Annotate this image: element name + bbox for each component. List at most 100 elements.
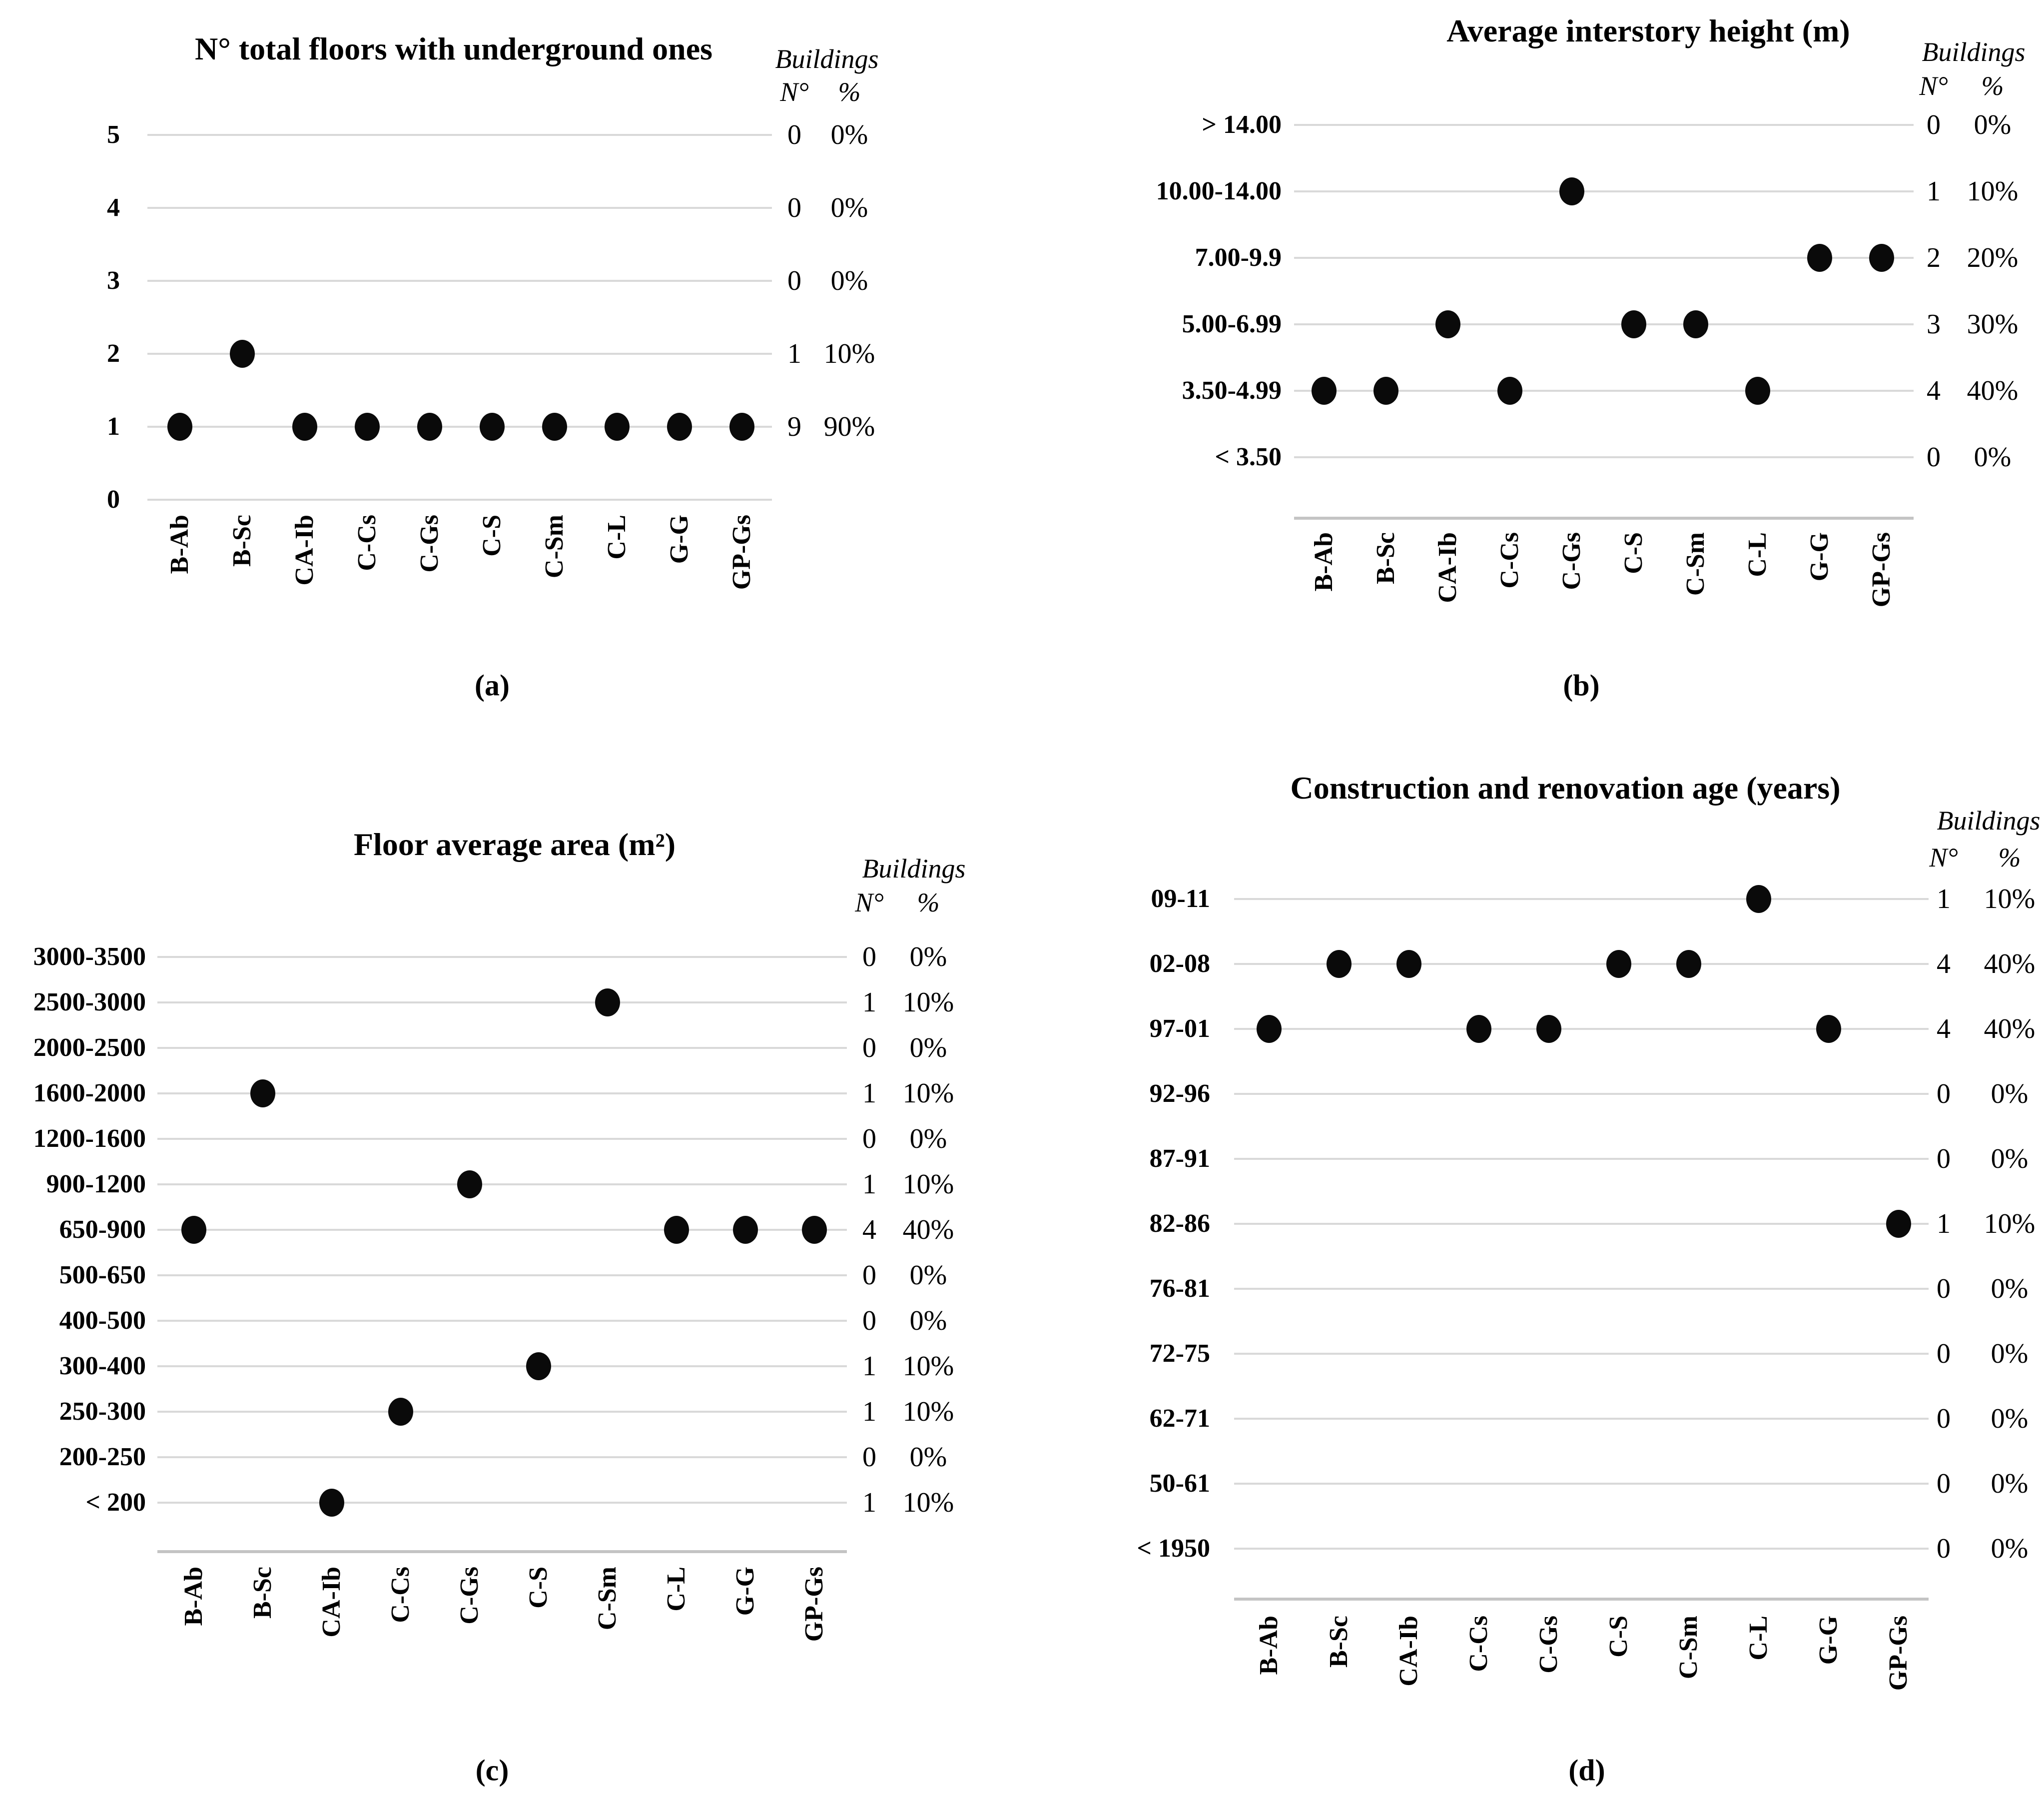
gridline	[1294, 190, 1914, 192]
data-point	[1435, 310, 1460, 338]
buildings-percent-value: 20%	[1967, 242, 2019, 273]
x-tick-label: C-L	[1744, 1616, 1773, 1661]
data-point	[595, 988, 620, 1016]
y-tick-label: 650-900	[59, 1215, 146, 1244]
data-point	[1373, 377, 1398, 405]
buildings-percent-value: 0%	[830, 119, 868, 150]
data-point	[388, 1398, 413, 1426]
gridline	[157, 1183, 847, 1185]
buildings-percent-value: 0%	[1991, 1533, 2029, 1564]
gridline	[147, 134, 772, 136]
buildings-count-value: 1	[862, 1487, 876, 1518]
buildings-count-value: 1	[787, 338, 801, 369]
panel-a-caption: (a)	[475, 669, 510, 702]
panel-d-count-column-header: N°	[1929, 843, 1958, 873]
data-point	[1312, 377, 1337, 405]
gridline	[1234, 898, 1929, 900]
gridline	[1234, 1158, 1929, 1160]
buildings-count-value: 3	[1927, 309, 1941, 340]
x-tick-label: C-S	[1604, 1616, 1633, 1658]
buildings-percent-value: 10%	[902, 1169, 954, 1200]
x-tick-label: C-Sm	[1674, 1616, 1703, 1680]
gridline	[1294, 390, 1914, 392]
gridline	[147, 499, 772, 501]
buildings-percent-value: 0%	[1991, 1468, 2029, 1499]
gridline	[147, 353, 772, 355]
buildings-count-value: 1	[1927, 176, 1941, 207]
gridline	[1234, 1288, 1929, 1290]
y-tick-label: 1200-1600	[33, 1124, 146, 1153]
data-point	[1746, 885, 1771, 913]
gridline	[157, 956, 847, 958]
data-point	[1807, 244, 1832, 272]
panel-a-title: N° total floors with underground ones	[194, 31, 713, 66]
data-point	[1327, 950, 1352, 978]
data-point	[1559, 177, 1584, 205]
gridline	[1234, 1418, 1929, 1420]
gridline	[157, 1502, 847, 1504]
x-tick-label: CA-Ib	[1394, 1616, 1423, 1687]
buildings-percent-value: 40%	[1984, 1013, 2036, 1044]
buildings-percent-value: 0%	[1974, 109, 2012, 140]
buildings-count-value: 0	[1927, 442, 1941, 473]
panel-b-percent-column-header: %	[1981, 71, 2004, 101]
buildings-percent-value: 0%	[1991, 1273, 2029, 1304]
buildings-percent-value: 40%	[1984, 948, 2036, 979]
gridline	[147, 207, 772, 209]
buildings-percent-value: 0%	[830, 192, 868, 223]
buildings-count-value: 0	[1937, 1273, 1951, 1304]
y-tick-label: 3000-3500	[33, 942, 146, 971]
buildings-percent-value: 10%	[902, 1351, 954, 1382]
gridline	[157, 1456, 847, 1458]
y-tick-label: 02-08	[1149, 949, 1210, 978]
x-tick-label: B-Sc	[1325, 1616, 1353, 1668]
buildings-count-value: 0	[1937, 1468, 1951, 1499]
y-tick-label: 3.50-4.99	[1182, 376, 1282, 405]
x-axis-line	[157, 1550, 847, 1553]
y-tick-label: 97-01	[1149, 1014, 1210, 1043]
buildings-percent-value: 0%	[1991, 1338, 2029, 1369]
buildings-count-value: 1	[862, 987, 876, 1018]
y-tick-label: 10.00-14.00	[1156, 177, 1282, 205]
y-tick-label: 62-71	[1149, 1404, 1210, 1433]
gridline	[1234, 1093, 1929, 1095]
y-tick-label: 2000-2500	[33, 1033, 146, 1062]
buildings-percent-value: 10%	[823, 338, 875, 369]
data-point	[417, 413, 442, 441]
data-point	[181, 1216, 206, 1244]
buildings-percent-value: 10%	[902, 1396, 954, 1427]
gridline	[157, 1092, 847, 1094]
x-tick-label: C-Cs	[1464, 1616, 1493, 1672]
data-point	[667, 413, 692, 441]
gridline	[157, 1138, 847, 1140]
y-tick-label: 900-1200	[46, 1170, 146, 1198]
data-point	[802, 1216, 827, 1244]
buildings-percent-value: 0%	[909, 1032, 947, 1063]
y-tick-label: 2500-3000	[33, 988, 146, 1016]
gridline	[147, 280, 772, 282]
buildings-count-value: 0	[862, 1260, 876, 1291]
buildings-count-value: 1	[1937, 884, 1951, 914]
panel-d-buildings-header: Buildings	[1937, 806, 2041, 836]
gridline	[157, 1320, 847, 1322]
panel-b-count-column-header: N°	[1919, 71, 1948, 101]
panel-b-title: Average interstory height (m)	[1446, 13, 1850, 48]
data-point	[292, 413, 317, 441]
buildings-percent-value: 90%	[823, 411, 875, 442]
y-tick-label: 1600-2000	[33, 1079, 146, 1107]
x-tick-label: B-Ab	[1255, 1616, 1283, 1675]
panel-b-buildings-header: Buildings	[1922, 37, 2026, 67]
data-point	[480, 413, 505, 441]
y-tick-label: 5	[107, 120, 120, 149]
panel-d-title: Construction and renovation age (years)	[1290, 770, 1841, 806]
buildings-percent-value: 0%	[1991, 1143, 2029, 1174]
buildings-count-value: 0	[787, 192, 801, 223]
buildings-percent-value: 40%	[902, 1214, 954, 1245]
gridline	[157, 1365, 847, 1367]
buildings-count-value: 1	[862, 1351, 876, 1382]
data-point	[457, 1170, 482, 1198]
buildings-percent-value: 10%	[902, 987, 954, 1018]
gridline	[1294, 323, 1914, 325]
x-axis-line	[1234, 1598, 1929, 1601]
